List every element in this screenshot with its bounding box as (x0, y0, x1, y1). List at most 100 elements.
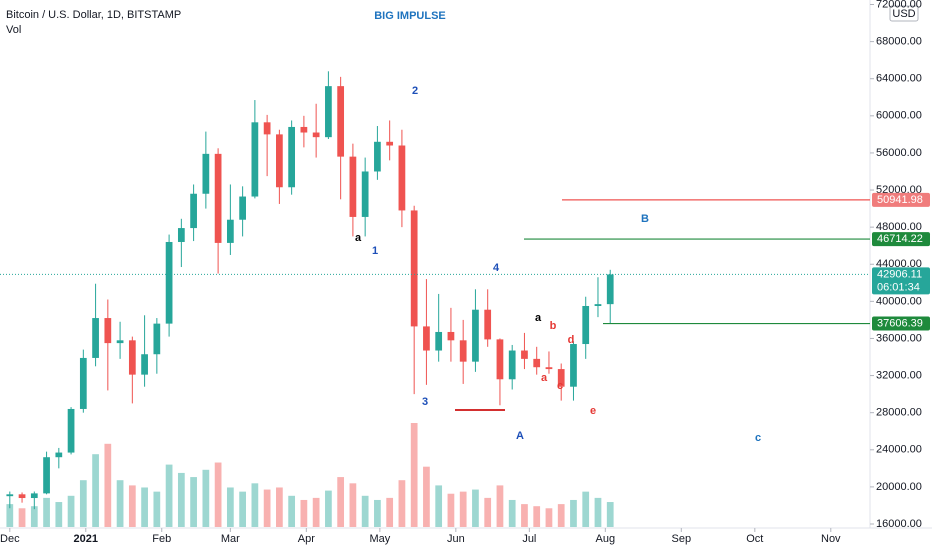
wave-label: 3 (422, 396, 428, 408)
volume-bar (533, 506, 541, 527)
candle-body (349, 156, 357, 217)
wave-label: b (550, 320, 557, 332)
wave-label: B (641, 213, 649, 225)
x-tick-label: Apr (298, 533, 315, 545)
y-tick-label: 32000.00 (876, 369, 922, 381)
candle-body (55, 452, 63, 458)
volume-bar (43, 497, 50, 527)
candle-body (582, 305, 590, 345)
wave-label: 2 (412, 85, 418, 97)
volume-label: Vol (6, 24, 21, 36)
y-tick-label: 72000.00 (876, 0, 922, 10)
candle-body (141, 354, 148, 375)
candle-body (570, 344, 577, 387)
volume-bar (18, 508, 26, 527)
volume-bar (374, 499, 381, 527)
currency-box[interactable] (889, 5, 919, 22)
volume-bar (435, 485, 443, 527)
volume-bar (79, 480, 87, 527)
candle-body (521, 350, 528, 359)
volume-bar (276, 487, 283, 527)
wave-label: c (557, 380, 563, 392)
candle-body (361, 171, 369, 217)
y-tick-label: 28000.00 (876, 407, 922, 419)
last-price-box (872, 267, 930, 295)
volume-bar (582, 491, 590, 527)
y-tick-label: 64000.00 (876, 73, 922, 85)
candle-body (104, 318, 112, 344)
candle-body (190, 193, 197, 229)
x-tick-label: Aug (596, 533, 616, 545)
wave-label: A (516, 430, 524, 442)
candle-body (594, 304, 602, 306)
candle-body (312, 132, 320, 138)
wave-label: c (755, 432, 761, 444)
level-label-box (872, 232, 930, 247)
chart-title: BIG IMPULSE (374, 10, 446, 22)
x-tick-label: Nov (821, 533, 841, 545)
candle-body (484, 309, 492, 340)
volume-bar (496, 485, 504, 527)
x-tick-label: Jul (522, 533, 536, 545)
candle-body (276, 134, 283, 188)
x-tick-label: Sep (672, 533, 692, 545)
candle-body (398, 145, 406, 211)
x-tick-label: Feb (152, 533, 171, 545)
candle-body (557, 369, 565, 387)
volume-bar (239, 491, 246, 527)
volume-bar (67, 495, 75, 527)
wave-label: a (541, 372, 548, 384)
y-tick-label: 60000.00 (876, 110, 922, 122)
candle-body (153, 323, 161, 355)
volume-bar (214, 462, 222, 527)
candle-body (337, 86, 345, 157)
candle-body (447, 331, 455, 341)
volume-bar (190, 477, 197, 527)
candle-body (177, 228, 185, 242)
level-label: 37606.39 (877, 317, 923, 329)
y-tick-label: 24000.00 (876, 444, 922, 456)
candle-body (116, 340, 124, 344)
volume-bar (141, 487, 148, 527)
volume-bar (55, 502, 63, 527)
y-tick-label: 68000.00 (876, 36, 922, 48)
candle-body (79, 357, 87, 409)
level-label-box (872, 316, 930, 331)
y-tick-label: 40000.00 (876, 295, 922, 307)
volume-bar (263, 489, 271, 527)
chart-subtitle: Bitcoin / U.S. Dollar, 1D, BITSTAMP (6, 9, 181, 21)
candle-body (386, 141, 394, 146)
volume-bar (447, 493, 455, 527)
volume-bar (570, 499, 577, 527)
volume-bar (361, 495, 369, 527)
level-label: 46714.22 (877, 233, 923, 245)
candle-body (533, 358, 541, 368)
volume-bar (116, 480, 124, 527)
volume-bar (128, 485, 136, 527)
x-tick-label: Mar (221, 533, 240, 545)
currency[interactable]: USD (892, 8, 915, 20)
y-tick-label: 20000.00 (876, 481, 922, 493)
volume-bar (386, 497, 394, 527)
volume-bar (594, 497, 602, 527)
volume-bar (349, 483, 357, 527)
x-tick-label: May (369, 533, 390, 545)
x-tick-label: Jun (447, 533, 465, 545)
candle-body (30, 493, 38, 499)
volume-bar (398, 480, 406, 527)
candle-body (67, 408, 75, 453)
volume-bar (288, 495, 296, 527)
volume-bar (325, 490, 332, 527)
candle-body (92, 318, 99, 358)
volume-bar (484, 497, 492, 527)
volume-bar (30, 506, 38, 527)
volume-bar (226, 487, 234, 527)
candle-body (202, 153, 210, 194)
volume-bar (521, 504, 528, 527)
volume-bar (508, 499, 516, 527)
volume-bar (251, 483, 259, 527)
candle-body (128, 340, 136, 375)
volume-bar (92, 454, 99, 527)
candle-body (251, 122, 259, 197)
